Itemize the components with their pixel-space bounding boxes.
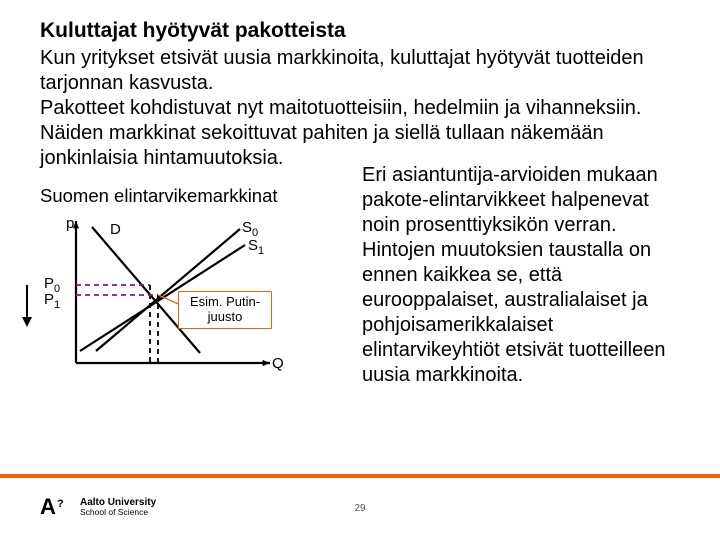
page-number: 29	[0, 503, 720, 514]
chart-column: Suomen elintarvikemarkkinat p D S0 S1 P0…	[40, 185, 350, 383]
supply0-label: S0	[242, 219, 258, 239]
example-callout: Esim. Putin-juusto	[178, 291, 272, 329]
right-text: Eri asiantuntija-arvioiden mukaan pakote…	[350, 163, 686, 388]
down-arrow-icon	[18, 283, 36, 329]
axis-label-p: p	[66, 215, 74, 232]
axis-label-q: Q	[272, 355, 284, 372]
p1-label: P1	[44, 291, 60, 311]
supply1-label: S1	[248, 237, 264, 257]
slide: Kuluttajat hyötyvät pakotteista Kun yrit…	[0, 0, 720, 540]
lower-row: Suomen elintarvikemarkkinat p D S0 S1 P0…	[40, 185, 686, 388]
supply-demand-chart: p D S0 S1 P0 P1 Q Esim. Putin-juusto	[40, 213, 330, 383]
demand-label: D	[110, 221, 121, 238]
slide-title: Kuluttajat hyötyvät pakotteista	[40, 18, 686, 44]
slide-body: Kun yritykset etsivät uusia markkinoita,…	[40, 46, 686, 171]
orange-divider	[0, 474, 720, 478]
chart-title: Suomen elintarvikemarkkinat	[40, 185, 350, 207]
